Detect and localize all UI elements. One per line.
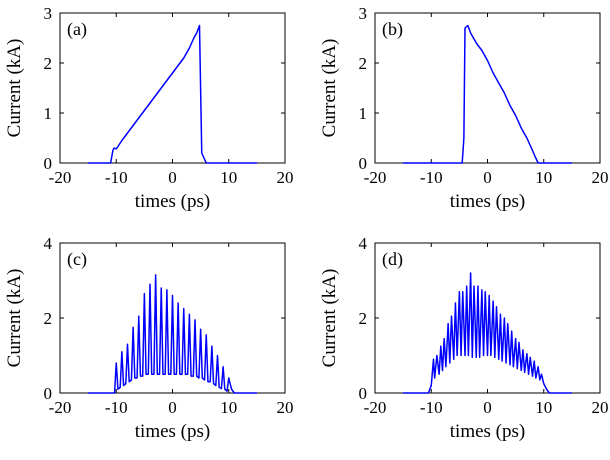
panel-a-ytick-label-3: 3 xyxy=(44,4,53,23)
panel-d-ylabel: Current (kA) xyxy=(319,269,340,368)
panel-b-xtick-label-3: 10 xyxy=(535,168,552,187)
panel-b-xtick-label-1: -10 xyxy=(420,168,443,187)
panel-b-xlabel: times (ps) xyxy=(450,191,525,212)
panel-c-xtick-label-4: 20 xyxy=(277,398,294,417)
panel-c-xtick-label-3: 10 xyxy=(220,398,237,417)
panel-a-ytick-label-0: 0 xyxy=(44,154,53,173)
panel-a-xlabel: times (ps) xyxy=(135,191,210,212)
panel-b-xtick-label-2: 0 xyxy=(483,168,492,187)
panel-d-xtick-label-3: 10 xyxy=(535,398,552,417)
panel-a-xtick-label-2: 0 xyxy=(168,168,177,187)
panel-c-xlabel: times (ps) xyxy=(135,421,210,442)
panel-a-current-trace xyxy=(88,24,257,164)
panel-d-axes-frame xyxy=(374,242,601,394)
panel-b-ytick-label-2: 2 xyxy=(359,54,368,73)
panel-d-ytick-label-2: 4 xyxy=(359,234,368,253)
panel-c-ytick-label-2: 4 xyxy=(44,234,53,253)
panel-c-xtick-label-1: -10 xyxy=(105,398,128,417)
panel-d-current-trace xyxy=(403,272,572,394)
panel-b-axes-frame xyxy=(374,12,601,164)
panel-c-label: (c) xyxy=(67,249,87,270)
panel-b-xtick-label-4: 20 xyxy=(592,168,609,187)
panel-b-ytick-label-0: 0 xyxy=(359,154,368,173)
panel-a-ytick-label-2: 2 xyxy=(44,54,53,73)
panel-d-xtick-label-4: 20 xyxy=(592,398,609,417)
panel-a-xtick-label-0: -20 xyxy=(49,168,72,187)
panel-a-ytick-label-1: 1 xyxy=(44,104,53,123)
panel-a-axes-frame xyxy=(59,12,286,164)
panel-d-xtick-label-2: 0 xyxy=(483,398,492,417)
panel-c-ytick-label-0: 0 xyxy=(44,384,53,403)
panel-d-ytick-label-0: 0 xyxy=(359,384,368,403)
panel-b-xtick-label-0: -20 xyxy=(364,168,387,187)
panel-c-ylabel: Current (kA) xyxy=(4,269,25,368)
panel-b-label: (b) xyxy=(382,19,403,40)
panel-a-xtick-label-4: 20 xyxy=(277,168,294,187)
panel-b-current-trace xyxy=(403,24,572,164)
panel-d-ytick-label-1: 2 xyxy=(359,309,368,328)
panel-b-ytick-label-3: 3 xyxy=(359,4,368,23)
panel-c-xtick-label-2: 0 xyxy=(168,398,177,417)
panel-d-label: (d) xyxy=(382,249,403,270)
panel-b-ytick-label-1: 1 xyxy=(359,104,368,123)
panel-a-ylabel: Current (kA) xyxy=(4,39,25,138)
panel-d-xtick-label-0: -20 xyxy=(364,398,387,417)
panel-a-xtick-label-1: -10 xyxy=(105,168,128,187)
panel-a-xtick-label-3: 10 xyxy=(220,168,237,187)
panel-c-ytick-label-1: 2 xyxy=(44,309,53,328)
panel-b-ylabel: Current (kA) xyxy=(319,39,340,138)
panel-d-xlabel: times (ps) xyxy=(450,421,525,442)
panel-a-label: (a) xyxy=(67,19,87,40)
panel-c-current-trace xyxy=(88,274,257,394)
panel-c-xtick-label-0: -20 xyxy=(49,398,72,417)
panel-d-xtick-label-1: -10 xyxy=(420,398,443,417)
